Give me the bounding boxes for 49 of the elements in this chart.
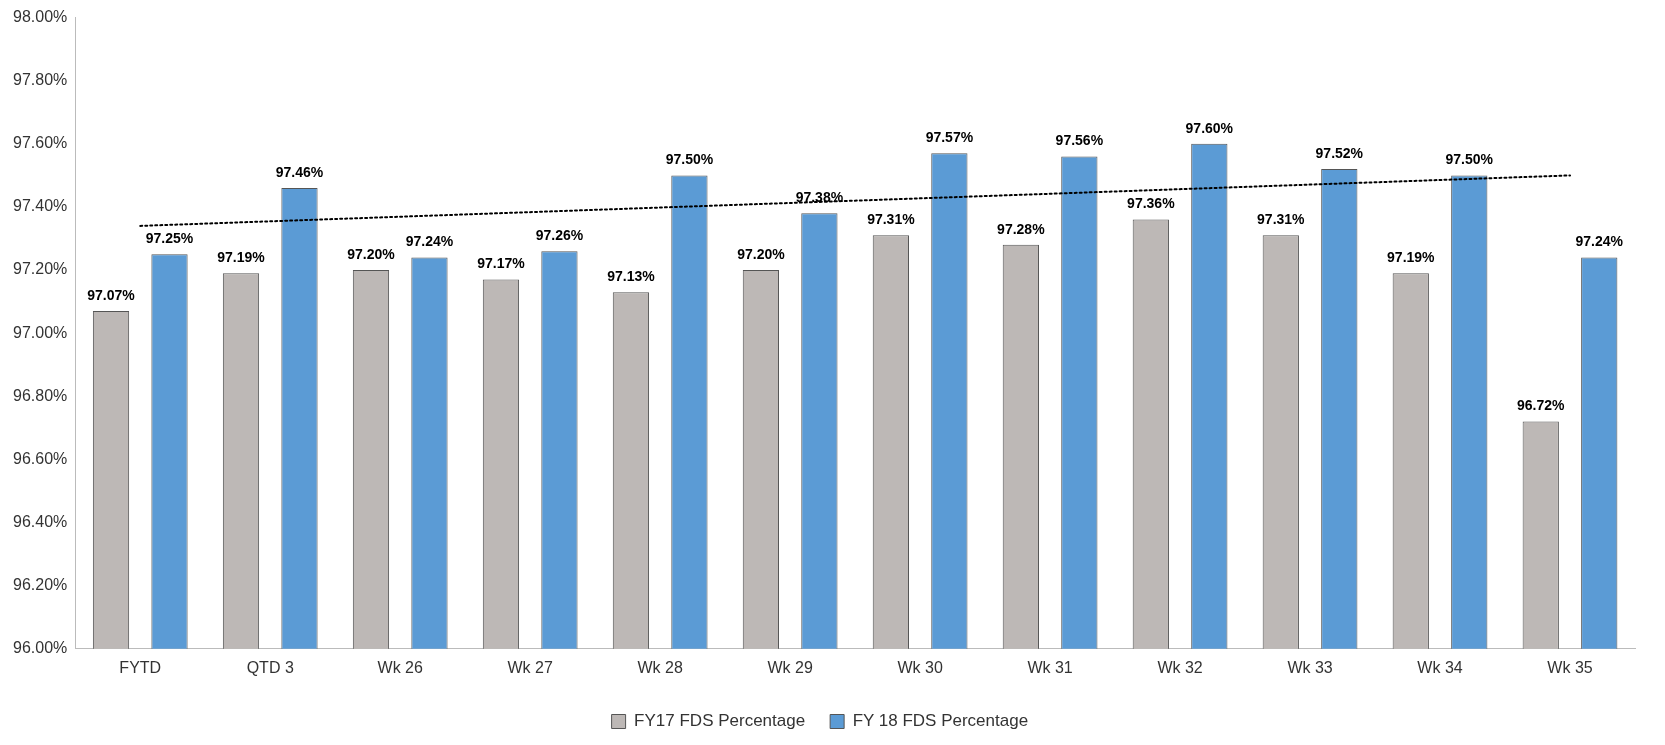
data-label: 97.20% xyxy=(347,245,396,262)
x-tick-label: Wk 29 xyxy=(767,658,813,676)
x-tick-label: FYTD xyxy=(119,658,162,676)
data-label: 97.20% xyxy=(737,245,786,262)
data-label: 97.28% xyxy=(997,220,1046,237)
x-tick-label: Wk 31 xyxy=(1027,658,1073,676)
x-tick-label: Wk 26 xyxy=(377,658,423,676)
data-label: 97.50% xyxy=(665,151,714,168)
data-label: 97.36% xyxy=(1127,195,1176,212)
y-tick-label: 96.40% xyxy=(13,512,68,530)
data-label: 97.07% xyxy=(87,286,136,303)
legend-label: FY 18 FDS Percentage xyxy=(852,711,1029,731)
data-label: 96.72% xyxy=(1517,397,1566,414)
x-tick-label: Wk 33 xyxy=(1287,658,1333,676)
data-label: 97.19% xyxy=(217,249,266,266)
data-label: 97.57% xyxy=(925,129,974,146)
y-tick-label: 96.60% xyxy=(13,449,68,467)
y-tick-label: 96.80% xyxy=(13,386,68,404)
y-tick-label: 98.00% xyxy=(13,8,68,26)
y-tick-label: 97.60% xyxy=(13,134,68,152)
data-label: 97.25% xyxy=(145,230,194,247)
x-tick-label: Wk 34 xyxy=(1417,658,1463,676)
data-label: 97.38% xyxy=(795,189,844,206)
data-label: 97.46% xyxy=(275,163,324,180)
data-label: 97.31% xyxy=(867,211,916,228)
x-tick-label: Wk 32 xyxy=(1157,658,1203,676)
x-tick-label: QTD 3 xyxy=(246,658,294,676)
y-tick-label: 96.20% xyxy=(13,576,68,594)
legend-label: FY17 FDS Percentage xyxy=(634,711,806,731)
data-label: 97.56% xyxy=(1055,132,1104,149)
y-tick-label: 97.40% xyxy=(13,197,68,215)
data-label: 97.26% xyxy=(535,227,584,243)
y-tick-label: 97.80% xyxy=(13,71,68,89)
data-label: 97.50% xyxy=(1445,151,1494,168)
data-label: 97.19% xyxy=(1387,249,1436,266)
data-label: 97.17% xyxy=(477,255,526,272)
y-tick-label: 97.00% xyxy=(13,323,68,341)
x-tick-label: Wk 27 xyxy=(507,658,553,676)
data-label: 97.24% xyxy=(1575,233,1624,250)
data-label: 97.24% xyxy=(405,233,454,250)
y-tick-label: 96.00% xyxy=(13,639,68,657)
x-tick-label: Wk 28 xyxy=(637,658,683,676)
x-tick-label: Wk 30 xyxy=(897,658,943,676)
data-label: 97.52% xyxy=(1315,144,1364,161)
data-label: 97.60% xyxy=(1185,119,1234,136)
y-tick-label: 97.20% xyxy=(13,260,68,278)
data-label: 97.31% xyxy=(1257,211,1306,228)
data-label: 97.13% xyxy=(607,268,656,285)
x-tick-label: Wk 35 xyxy=(1547,658,1593,676)
